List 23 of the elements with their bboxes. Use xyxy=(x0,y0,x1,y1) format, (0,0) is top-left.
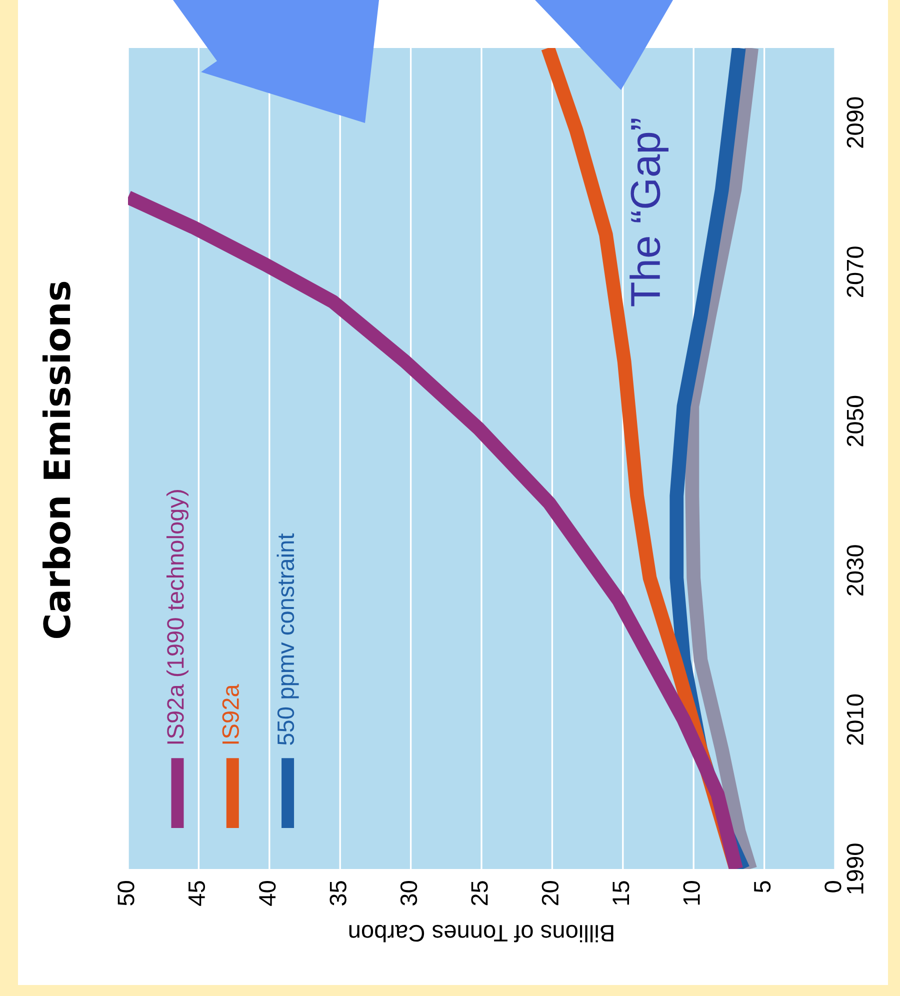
y-tick-label: 2090 xyxy=(846,97,864,148)
x-tick-label: 35 xyxy=(330,881,346,906)
x-tick-label: 20 xyxy=(542,881,559,906)
x-tick-label: 40 xyxy=(259,881,276,906)
y-tick-label: 2070 xyxy=(846,246,864,297)
x-tick-label: 5 xyxy=(754,881,771,892)
x-tick-label: 25 xyxy=(471,881,488,906)
x-tick-label: 30 xyxy=(400,881,418,906)
x-axis-title: Billions of Tonnes Carbon xyxy=(349,924,614,942)
text: IS92a (1990 technology) xyxy=(166,490,188,744)
x-tick-label: 15 xyxy=(612,881,630,905)
x-tick-label: 0 xyxy=(824,881,842,892)
text: IS92a xyxy=(222,684,239,744)
y-tick-label: 1990 xyxy=(846,844,864,894)
text: 550 ppmv constraint xyxy=(276,533,299,745)
y-tick-label: 2050 xyxy=(846,396,864,446)
x-tick-label: 50 xyxy=(118,881,134,906)
y-tick-label: 2010 xyxy=(846,694,864,745)
text: Carbon Emissions xyxy=(42,282,70,638)
y-tick-label: 2030 xyxy=(846,545,864,596)
x-tick-label: 45 xyxy=(188,881,206,906)
annotation: The “Gap” xyxy=(630,118,668,306)
x-tick-label: 10 xyxy=(683,881,700,905)
